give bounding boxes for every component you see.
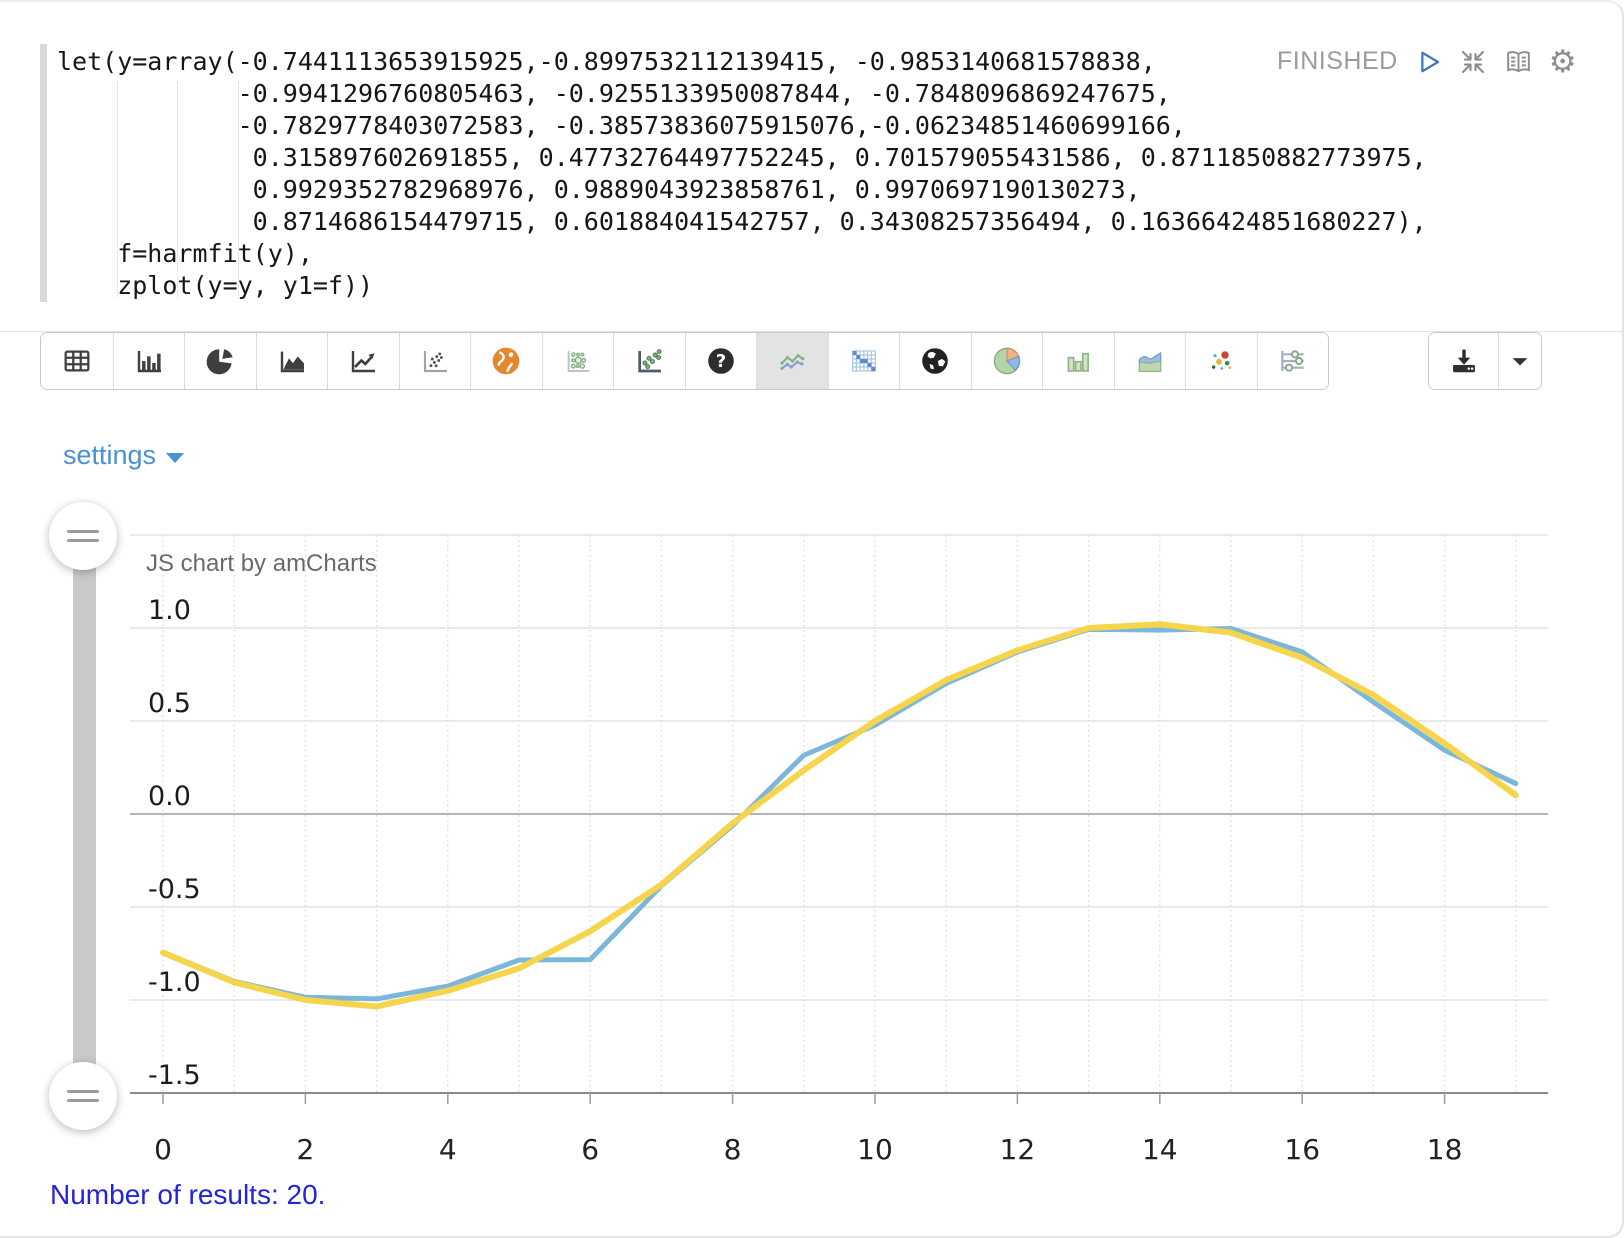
svg-text:-0.5: -0.5 xyxy=(148,874,201,905)
download-toolbar xyxy=(1428,332,1542,390)
table-button[interactable] xyxy=(41,333,113,389)
map-button[interactable] xyxy=(470,333,542,389)
chart-title: JS chart by amCharts xyxy=(146,550,377,577)
code-gutter xyxy=(40,44,47,302)
chevron-down-icon xyxy=(166,452,185,463)
collapse-icon[interactable] xyxy=(1458,47,1488,77)
svg-text:2: 2 xyxy=(296,1133,314,1166)
svg-text:-1.5: -1.5 xyxy=(148,1060,201,1091)
value-axis-slider-handle-bottom[interactable] xyxy=(49,1062,117,1130)
heatmap-button[interactable] xyxy=(827,333,899,389)
section-divider xyxy=(0,331,1622,332)
help-button[interactable]: ? xyxy=(684,333,756,389)
svg-text:12: 12 xyxy=(1000,1133,1036,1166)
scatter-colored-button[interactable] xyxy=(1185,333,1257,389)
svg-text:0.5: 0.5 xyxy=(148,688,191,719)
value-axis-slider-track[interactable] xyxy=(73,536,96,1096)
globe-button[interactable] xyxy=(899,333,971,389)
svg-text:14: 14 xyxy=(1142,1133,1178,1166)
bubble-chart-button[interactable] xyxy=(541,333,613,389)
column-chart-button[interactable] xyxy=(1042,333,1114,389)
indent-guide xyxy=(117,82,118,298)
indent-guide xyxy=(177,82,178,298)
spline-chart-button[interactable] xyxy=(756,333,828,389)
gear-icon[interactable]: ⚙ xyxy=(1548,43,1577,80)
svg-text:4: 4 xyxy=(439,1133,457,1166)
svg-text:10: 10 xyxy=(857,1133,893,1166)
line-chart-button[interactable] xyxy=(327,333,399,389)
svg-text:0.0: 0.0 xyxy=(148,781,191,812)
bar-chart-button[interactable] xyxy=(112,333,184,389)
svg-text:-1.0: -1.0 xyxy=(148,967,201,998)
indent-guide xyxy=(238,82,239,298)
value-axis-slider-handle-top[interactable] xyxy=(49,502,117,570)
settings-toggle[interactable]: settings xyxy=(63,440,185,471)
paragraph-controls: FINISHED ⚙ xyxy=(1277,46,1576,77)
svg-text:8: 8 xyxy=(724,1133,742,1166)
range-sliders-button[interactable] xyxy=(1256,333,1328,389)
svg-text:6: 6 xyxy=(581,1133,599,1166)
stacked-area-button[interactable] xyxy=(1113,333,1185,389)
code-editor[interactable]: let(y=array(-0.7441113653915925,-0.89975… xyxy=(57,47,1427,300)
book-icon[interactable] xyxy=(1503,46,1534,77)
svg-text:0: 0 xyxy=(154,1133,172,1166)
settings-label: settings xyxy=(63,440,157,470)
svg-text:16: 16 xyxy=(1284,1133,1320,1166)
results-count: Number of results: 20. xyxy=(50,1179,326,1210)
svg-text:1.0: 1.0 xyxy=(148,595,191,626)
pie-chart-button[interactable] xyxy=(184,333,256,389)
status-badge: FINISHED xyxy=(1277,47,1398,75)
download-options-caret[interactable] xyxy=(1498,333,1541,389)
download-button[interactable] xyxy=(1429,333,1498,389)
pie-colored-button[interactable] xyxy=(970,333,1042,389)
area-chart-button[interactable] xyxy=(255,333,327,389)
scatter-green-button[interactable] xyxy=(613,333,685,389)
chart-type-toolbar: ? xyxy=(40,332,1329,390)
scatter-plot-button[interactable] xyxy=(398,333,470,389)
svg-text:?: ? xyxy=(716,351,726,372)
svg-text:18: 18 xyxy=(1427,1133,1463,1166)
run-icon[interactable] xyxy=(1413,47,1443,77)
